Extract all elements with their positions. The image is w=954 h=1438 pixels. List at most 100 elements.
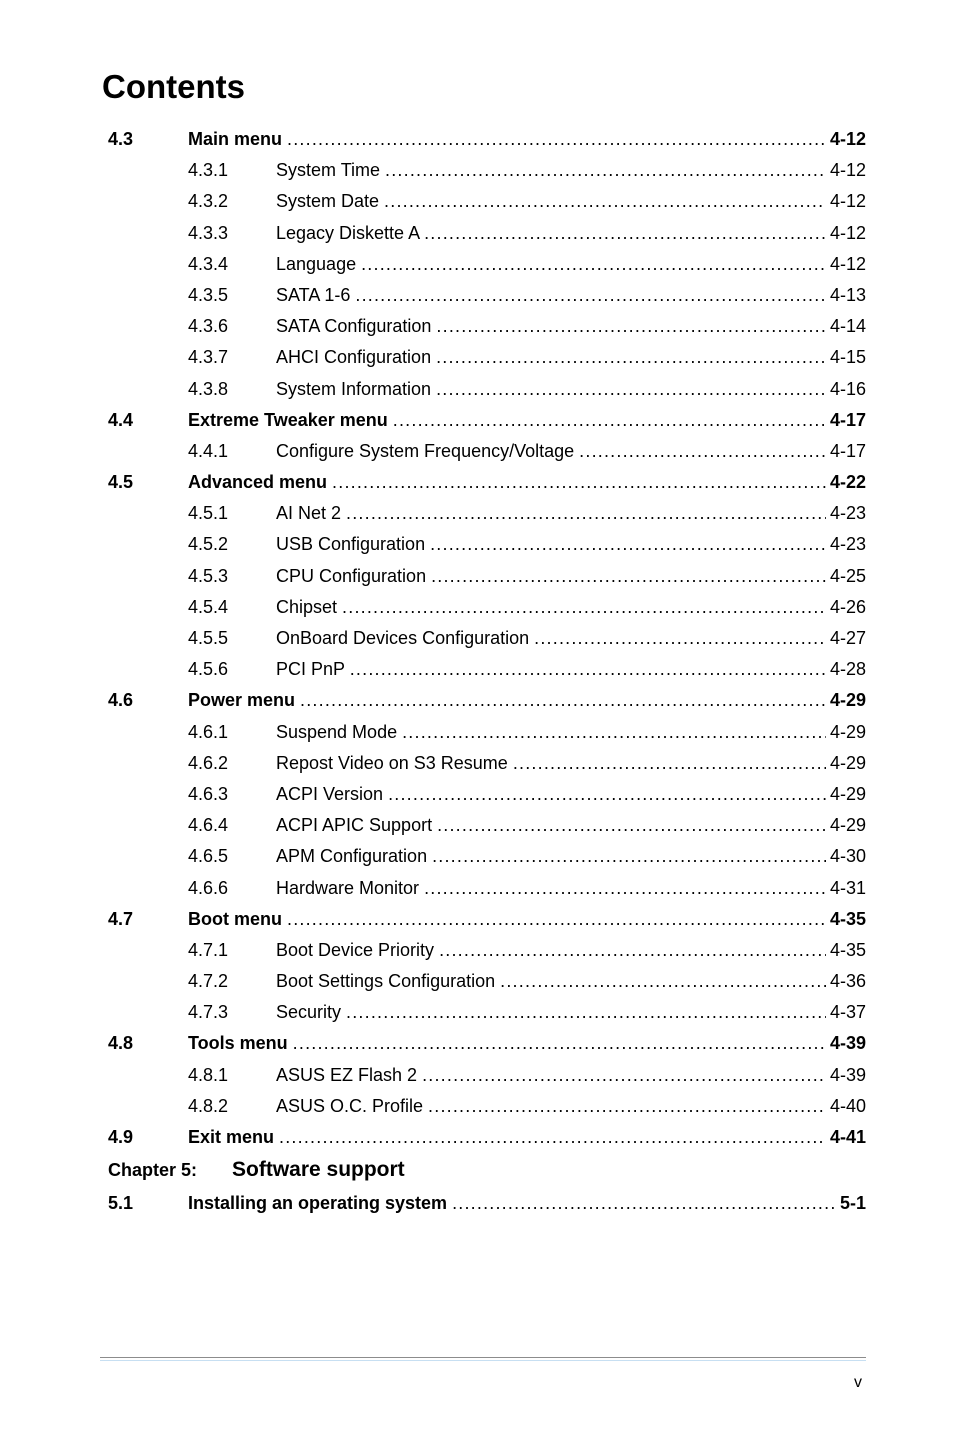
toc-page: 4-29: [826, 816, 866, 834]
toc-label: Installing an operating system: [188, 1194, 452, 1212]
toc-leader: [428, 1097, 826, 1115]
toc-label: Language: [276, 255, 361, 273]
toc-entry: 4.3.1System Time 4-12: [108, 161, 866, 179]
toc-leader: [287, 910, 826, 928]
toc-label: AHCI Configuration: [276, 348, 436, 366]
toc-entry: 5.1Installing an operating system 5-1: [108, 1194, 866, 1212]
toc-leader: [388, 785, 826, 803]
toc-number: 4.6.1: [188, 723, 276, 741]
toc-number: 4.3: [108, 130, 188, 148]
toc-number: 4.6.3: [188, 785, 276, 803]
toc-number: 4.5.2: [188, 535, 276, 553]
toc-number: 4.8.2: [188, 1097, 276, 1115]
toc-label: System Time: [276, 161, 385, 179]
toc-label: Boot menu: [188, 910, 287, 928]
toc-leader: [300, 691, 826, 709]
toc-number: 4.3.3: [188, 224, 276, 242]
toc-leader: [436, 348, 826, 366]
toc-number: 4.5.5: [188, 629, 276, 647]
toc-number: 4.3.2: [188, 192, 276, 210]
toc-number: 4.9: [108, 1128, 188, 1146]
toc-entry: 4.4.1Configure System Frequency/Voltage …: [108, 442, 866, 460]
toc-page: 4-22: [826, 473, 866, 491]
toc-number: 4.3.4: [188, 255, 276, 273]
toc-number: 4.3.6: [188, 317, 276, 335]
toc-page: 4-26: [826, 598, 866, 616]
toc-leader: [452, 1194, 836, 1212]
toc-number: 4.3.5: [188, 286, 276, 304]
toc-number: 4.3.7: [188, 348, 276, 366]
toc-label: Boot Device Priority: [276, 941, 439, 959]
toc-label: System Date: [276, 192, 384, 210]
toc-number: 4.5.3: [188, 567, 276, 585]
toc-entry: 4.3Main menu 4-12: [108, 130, 866, 148]
toc-entry: 4.6.6Hardware Monitor 4-31: [108, 879, 866, 897]
toc-page: 4-29: [826, 723, 866, 741]
toc-entry: 4.6.3ACPI Version 4-29: [108, 785, 866, 803]
toc-leader: [579, 442, 826, 460]
toc-page: 4-29: [826, 754, 866, 772]
toc-label: Exit menu: [188, 1128, 279, 1146]
toc-entry: 4.6.2Repost Video on S3 Resume 4-29: [108, 754, 866, 772]
toc-number: 4.4: [108, 411, 188, 429]
toc-leader: [355, 286, 826, 304]
toc-label: Advanced menu: [188, 473, 332, 491]
toc-label: Repost Video on S3 Resume: [276, 754, 513, 772]
toc-label: Security: [276, 1003, 346, 1021]
toc-entry: 4.3.2System Date 4-12: [108, 192, 866, 210]
toc-label: System Information: [276, 380, 436, 398]
toc-page: 4-16: [826, 380, 866, 398]
toc-number: 4.7.1: [188, 941, 276, 959]
toc-leader: [342, 598, 826, 616]
toc-page: 4-39: [826, 1034, 866, 1052]
toc-leader: [332, 473, 826, 491]
toc-page: 4-23: [826, 504, 866, 522]
toc-entry: 4.5.1AI Net 2 4-23: [108, 504, 866, 522]
toc-leader: [346, 1003, 826, 1021]
toc-number: 4.8.1: [188, 1066, 276, 1084]
toc-leader: [439, 941, 826, 959]
toc-page: 4-25: [826, 567, 866, 585]
toc-page: 4-28: [826, 660, 866, 678]
toc-label: CPU Configuration: [276, 567, 431, 585]
toc-entry: 4.6.4ACPI APIC Support 4-29: [108, 816, 866, 834]
toc-leader: [500, 972, 826, 990]
toc-entry: 4.9Exit menu 4-41: [108, 1128, 866, 1146]
toc-label: AI Net 2: [276, 504, 346, 522]
toc-page: 4-17: [826, 442, 866, 460]
toc-page: 4-15: [826, 348, 866, 366]
toc-number: 4.6.4: [188, 816, 276, 834]
toc-label: Power menu: [188, 691, 300, 709]
toc-number: 4.3.1: [188, 161, 276, 179]
toc-label: PCI PnP: [276, 660, 350, 678]
toc-label: ACPI Version: [276, 785, 388, 803]
toc-page: 4-17: [826, 411, 866, 429]
toc-entry: 4.3.5SATA 1-6 4-13: [108, 286, 866, 304]
toc-label: Chipset: [276, 598, 342, 616]
page-title: Contents: [102, 68, 866, 106]
toc-number: 4.5.1: [188, 504, 276, 522]
toc-entry: 4.8Tools menu 4-39: [108, 1034, 866, 1052]
toc-entry: 4.6Power menu 4-29: [108, 691, 866, 709]
toc-page: 4-29: [826, 785, 866, 803]
toc-label: USB Configuration: [276, 535, 430, 553]
toc-entry: 4.6.5APM Configuration 4-30: [108, 847, 866, 865]
toc-leader: [424, 224, 826, 242]
toc-entry: 4.7Boot menu 4-35: [108, 910, 866, 928]
toc-chapter-number: Chapter 5:: [108, 1161, 232, 1179]
toc-entry: 4.5.3CPU Configuration 4-25: [108, 567, 866, 585]
toc-page: 4-12: [826, 130, 866, 148]
toc-leader: [287, 130, 826, 148]
toc-entry: 4.3.4Language 4-12: [108, 255, 866, 273]
toc-leader: [361, 255, 826, 273]
toc-page: 4-35: [826, 941, 866, 959]
toc-entry: 4.3.8System Information 4-16: [108, 380, 866, 398]
toc-entry: 4.8.1ASUS EZ Flash 2 4-39: [108, 1066, 866, 1084]
toc-number: 4.6: [108, 691, 188, 709]
toc-label: Main menu: [188, 130, 287, 148]
toc-leader: [422, 1066, 826, 1084]
toc-label: Hardware Monitor: [276, 879, 424, 897]
toc-leader: [436, 317, 826, 335]
toc-leader: [402, 723, 826, 741]
toc-page: 4-37: [826, 1003, 866, 1021]
